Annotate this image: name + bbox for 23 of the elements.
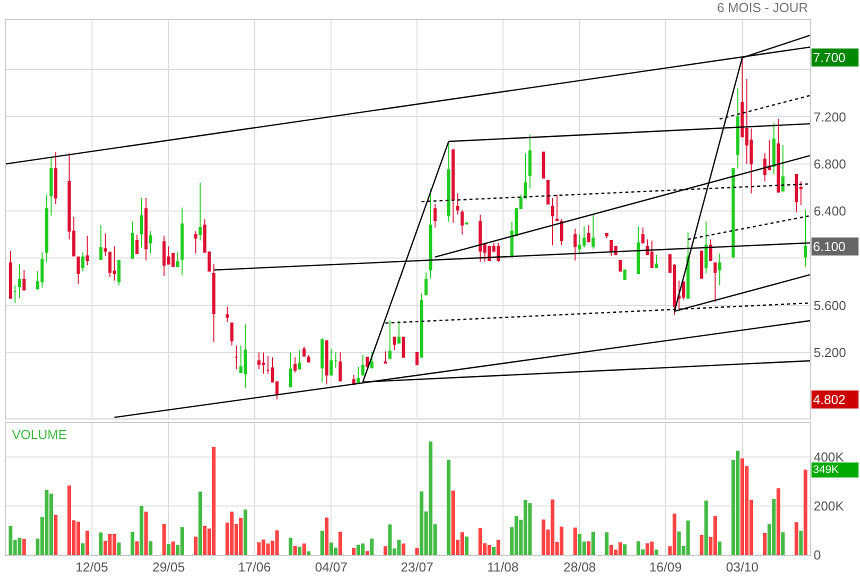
y-tick-label: 6.400 — [814, 204, 846, 219]
x-tick-label: 29/05 — [152, 560, 185, 575]
x-tick-label: 03/10 — [726, 560, 759, 575]
chart-title: VOLUME — [12, 427, 68, 442]
y-tick-label: 7.200 — [814, 109, 846, 124]
x-tick-label: 23/07 — [400, 560, 434, 575]
x-tick-label: 28/08 — [563, 560, 596, 575]
x-tick-label: 16/09 — [649, 560, 682, 575]
x-tick-label: 11/08 — [487, 560, 519, 575]
text: 7.700 — [813, 50, 846, 65]
y-tick-label: 0 — [814, 548, 821, 563]
text: 4.802 — [813, 392, 846, 407]
text: 6 MOIS - JOUR — [717, 0, 808, 15]
x-tick-label: 17/06 — [238, 560, 271, 575]
x-tick-label: 12/05 — [76, 560, 108, 575]
x-tick-label: 04/07 — [314, 560, 348, 575]
y-tick-label: 400K — [814, 450, 844, 465]
y-tick-label: 200K — [814, 498, 844, 514]
y-tick-label: 5.200 — [814, 345, 846, 360]
y-tick-label: 6.800 — [814, 156, 846, 172]
text: 6.100 — [813, 239, 846, 254]
y-tick-label: 5.600 — [814, 298, 846, 313]
text: 349K — [813, 464, 840, 476]
